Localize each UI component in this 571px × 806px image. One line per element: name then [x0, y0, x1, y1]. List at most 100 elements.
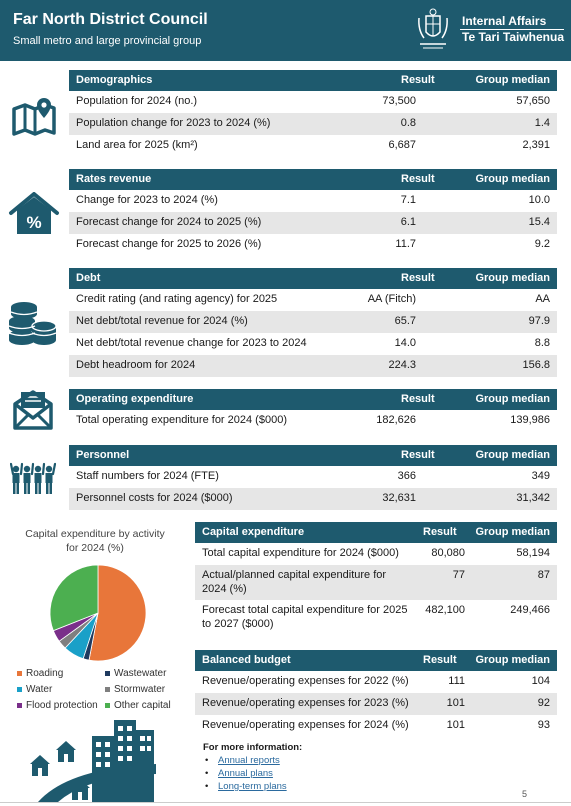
chart-title-line2: for 2024 (%): [66, 542, 124, 554]
annual-plans-link[interactable]: Annual plans: [218, 768, 273, 779]
row-median: 8.8: [534, 337, 550, 349]
row-median: 57,650: [516, 95, 550, 107]
median-header: Group median: [475, 173, 550, 185]
median-header: Group median: [475, 449, 550, 461]
row-label: Forecast change for 2024 to 2025 (%): [76, 216, 262, 228]
logo-text-maori: Te Tari Taiwhenua: [462, 30, 565, 44]
row-result: 11.7: [395, 238, 416, 250]
more-info-heading: For more information:: [203, 742, 303, 753]
table-row: Net debt/total revenue change for 2023 t…: [69, 333, 557, 355]
city-icon: [30, 720, 156, 802]
table-row: Net debt/total revenue for 2024 (%) 65.7…: [69, 311, 557, 333]
list-item: Annual plans: [203, 767, 302, 780]
svg-text:%: %: [26, 213, 41, 232]
median-header: Group median: [475, 526, 550, 538]
row-label: Revenue/operating expenses for 2023 (%): [202, 697, 409, 709]
legend-label: Wastewater: [114, 668, 167, 679]
row-median: 349: [531, 470, 550, 482]
row-label-line1: Forecast total capital expenditure for 2…: [202, 604, 408, 616]
table-header: Debt Result Group median: [69, 268, 557, 289]
dia-logo: Internal Affairs Te Tari Taiwhenua: [410, 6, 565, 54]
map-icon: [12, 98, 56, 136]
table-row: Land area for 2025 (km²) 6,687 2,391: [69, 135, 557, 157]
table-row: Personnel costs for 2024 ($000) 32,631 3…: [69, 488, 557, 510]
chart-legend: Roading Wastewater Water Stormwater Floo…: [17, 668, 187, 716]
legend-label: Roading: [26, 668, 64, 679]
legend-item: Stormwater: [105, 684, 165, 695]
table-row: Staff numbers for 2024 (FTE) 366 349: [69, 466, 557, 488]
row-label: Debt headroom for 2024: [76, 359, 196, 371]
table-row: Population change for 2023 to 2024 (%) 0…: [69, 113, 557, 135]
legend-swatch: [105, 702, 110, 708]
table-title: Debt: [76, 272, 101, 284]
row-label-line2: 2024 (%): [202, 583, 247, 595]
coat-of-arms-icon: [418, 8, 448, 49]
page-number: 5: [522, 789, 528, 799]
rates-revenue-table: Rates revenue Result Group median Change…: [69, 169, 557, 256]
row-label-line1: Actual/planned capital expenditure for: [202, 569, 387, 581]
row-median: 2,391: [522, 139, 550, 151]
chart-title-line1: Capital expenditure by activity: [25, 528, 165, 540]
table-row: Credit rating (and rating agency) for 20…: [69, 289, 557, 311]
row-result: 182,626: [376, 414, 416, 426]
row-median: 97.9: [528, 315, 550, 327]
result-header: Result: [401, 272, 435, 284]
median-header: Group median: [475, 74, 550, 86]
long-term-plans-link[interactable]: Long-term plans: [218, 781, 287, 792]
envelope-icon: [13, 390, 53, 430]
footer-divider: [0, 802, 571, 803]
page-header: Far North District Council Small metro a…: [0, 0, 571, 61]
table-header: Personnel Result Group median: [69, 445, 557, 466]
row-result: 6.1: [400, 216, 416, 228]
row-label-line2: to 2027 ($000): [202, 618, 274, 630]
table-header: Demographics Result Group median: [69, 70, 557, 91]
row-label: Revenue/operating expenses for 2022 (%): [202, 675, 409, 687]
result-header: Result: [423, 654, 457, 666]
row-median: 58,194: [516, 547, 550, 559]
row-result: 366: [397, 470, 416, 482]
row-label: Net debt/total revenue change for 2023 t…: [76, 337, 307, 349]
row-median: 15.4: [528, 216, 550, 228]
row-label: Revenue/operating expenses for 2024 (%): [202, 719, 409, 731]
row-median: 93: [537, 719, 550, 731]
debt-table: Debt Result Group median Credit rating (…: [69, 268, 557, 377]
table-row: Forecast total capital expenditure for 2…: [195, 600, 557, 634]
table-row: Forecast change for 2024 to 2025 (%) 6.1…: [69, 212, 557, 234]
table-title: Rates revenue: [76, 173, 152, 185]
row-median: 249,466: [510, 604, 550, 616]
table-header: Capital expenditure Result Group median: [195, 522, 557, 543]
row-result: 73,500: [382, 95, 416, 107]
median-header: Group median: [475, 272, 550, 284]
row-median: 31,342: [516, 492, 550, 504]
table-row: Total capital expenditure for 2024 ($000…: [195, 543, 557, 565]
legend-swatch: [17, 670, 22, 676]
row-label: Credit rating (and rating agency) for 20…: [76, 293, 278, 305]
legend-item: Roading: [17, 668, 63, 679]
row-label: Land area for 2025 (km²): [76, 139, 198, 151]
row-result: 224.3: [388, 359, 416, 371]
table-row: Change for 2023 to 2024 (%) 7.1 10.0: [69, 190, 557, 212]
personnel-table: Personnel Result Group median Staff numb…: [69, 445, 557, 510]
result-header: Result: [401, 74, 435, 86]
legend-item: Flood protection: [17, 700, 98, 711]
table-header: Rates revenue Result Group median: [69, 169, 557, 190]
list-item: Long-term plans: [203, 780, 302, 793]
pie-slice-other-capital: [49, 564, 99, 632]
row-result: 111: [448, 675, 465, 687]
table-row: Population for 2024 (no.) 73,500 57,650: [69, 91, 557, 113]
median-header: Group median: [475, 654, 550, 666]
table-row: Forecast change for 2025 to 2026 (%) 11.…: [69, 234, 557, 256]
table-row: Revenue/operating expenses for 2024 (%) …: [195, 715, 557, 737]
people-icon: [10, 462, 56, 494]
row-label: Net debt/total revenue for 2024 (%): [76, 315, 248, 327]
table-row: Actual/planned capital expenditure for 2…: [195, 565, 557, 600]
row-median: 92: [537, 697, 550, 709]
table-row: Revenue/operating expenses for 2023 (%) …: [195, 693, 557, 715]
row-label: Forecast change for 2025 to 2026 (%): [76, 238, 262, 250]
table-header: Operating expenditure Result Group media…: [69, 389, 557, 410]
annual-reports-link[interactable]: Annual reports: [218, 755, 280, 766]
row-result: 101: [446, 697, 465, 709]
legend-swatch: [105, 670, 110, 676]
table-row: Total operating expenditure for 2024 ($0…: [69, 410, 557, 432]
legend-item: Other capital: [105, 700, 171, 711]
